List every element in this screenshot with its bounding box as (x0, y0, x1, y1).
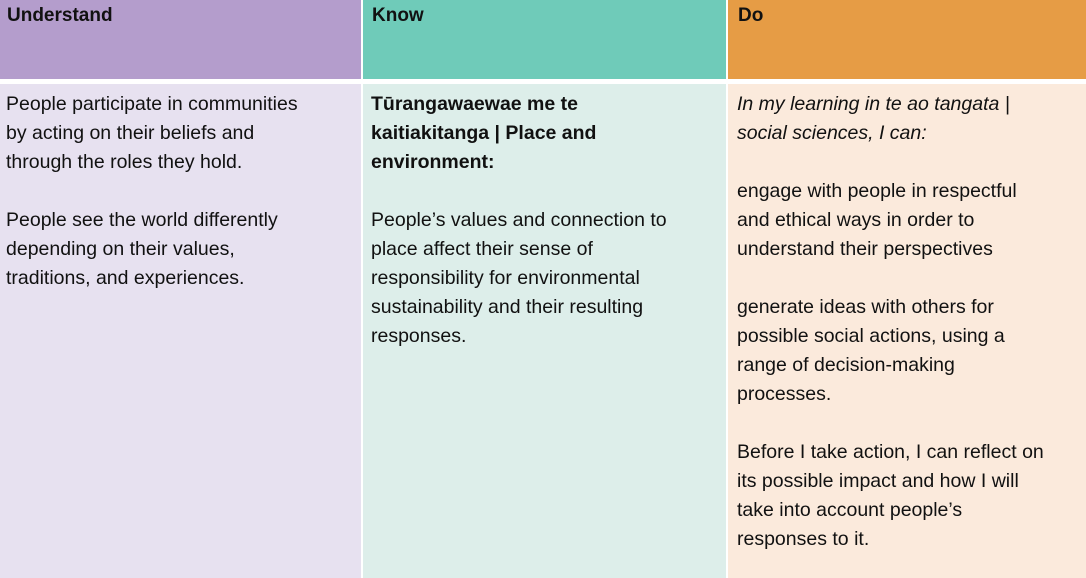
do-intro: In my learning in te ao tangata | social… (737, 93, 1010, 144)
do-item-2: generate ideas with others for possible … (737, 296, 1005, 405)
do-header: Do (728, 0, 1086, 79)
do-cell: In my learning in te ao tangata | social… (728, 84, 1086, 578)
paragraph-spacer (737, 148, 1078, 177)
paragraph-spacer (371, 177, 718, 206)
column-divider (726, 84, 728, 578)
understand-paragraph-2: People see the world differently dependi… (6, 209, 278, 289)
understand-cell: People participate in communities by act… (0, 84, 361, 578)
column-divider (361, 84, 363, 578)
know-paragraph-1: People’s values and connection to place … (371, 209, 667, 347)
column-divider (361, 0, 363, 79)
column-divider (726, 0, 728, 79)
paragraph-spacer (6, 177, 353, 206)
header-divider (0, 79, 1086, 84)
understand-paragraph-1: People participate in communities by act… (6, 93, 298, 173)
paragraph-spacer (737, 409, 1078, 438)
do-item-1: engage with people in respectful and eth… (737, 180, 1017, 260)
know-heading: Tūrangawaewae me te kaitiakitanga | Plac… (371, 93, 597, 173)
paragraph-spacer (737, 264, 1078, 293)
know-cell: Tūrangawaewae me te kaitiakitanga | Plac… (363, 84, 726, 578)
do-item-3: Before I take action, I can reflect on i… (737, 441, 1044, 550)
understand-header: Understand (0, 0, 361, 79)
know-header: Know (363, 0, 726, 79)
